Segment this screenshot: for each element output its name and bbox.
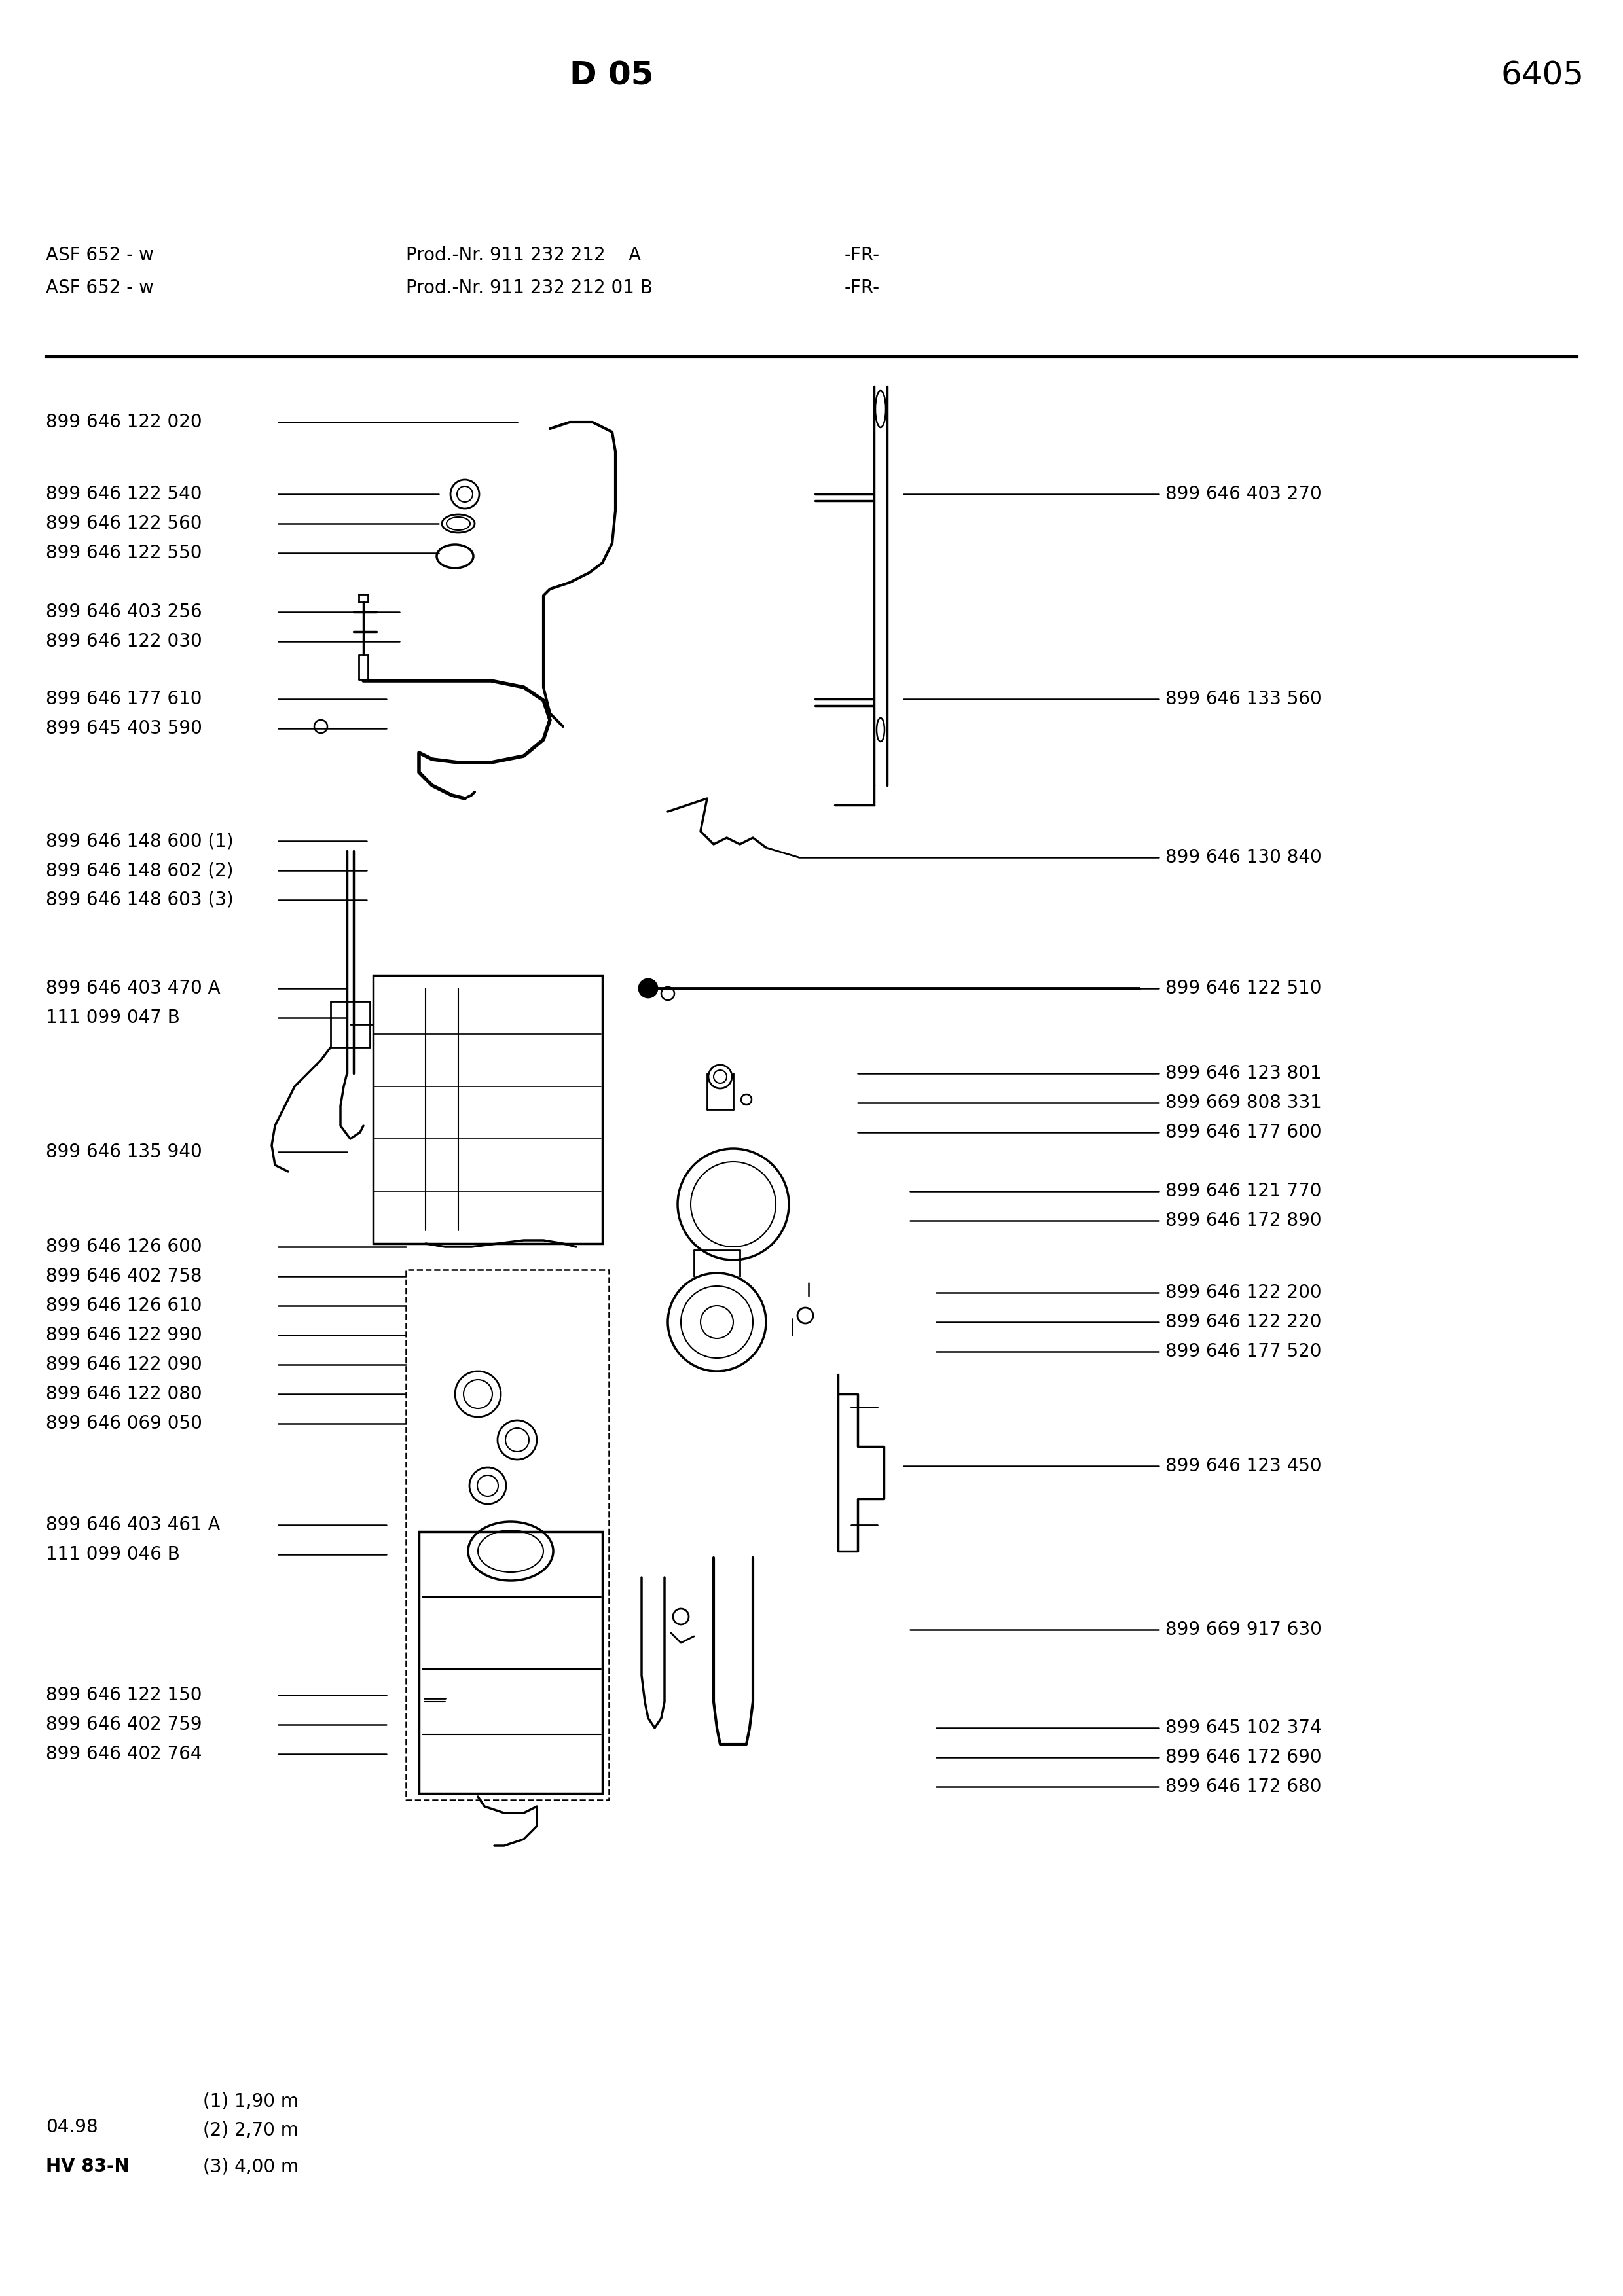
Text: (3) 4,00 m: (3) 4,00 m: [203, 2158, 299, 2177]
Text: Prod.-Nr. 911 232 212 01 B: Prod.-Nr. 911 232 212 01 B: [406, 278, 652, 296]
Text: 899 646 122 080: 899 646 122 080: [45, 1384, 201, 1403]
Text: 111 099 046 B: 111 099 046 B: [45, 1545, 180, 1564]
Text: 899 646 133 560: 899 646 133 560: [1165, 689, 1321, 707]
Text: 899 646 135 940: 899 646 135 940: [45, 1143, 203, 1162]
Text: 899 646 148 600 (1): 899 646 148 600 (1): [45, 831, 234, 850]
Text: 899 646 403 470 A: 899 646 403 470 A: [45, 978, 221, 996]
Text: 899 646 403 461 A: 899 646 403 461 A: [45, 1515, 221, 1534]
Text: 899 646 172 680: 899 646 172 680: [1165, 1777, 1321, 1795]
Text: 899 646 402 758: 899 646 402 758: [45, 1267, 201, 1286]
Text: 899 646 121 770: 899 646 121 770: [1165, 1182, 1321, 1201]
Text: ASF 652 - w: ASF 652 - w: [45, 246, 154, 264]
Text: 899 645 403 590: 899 645 403 590: [45, 719, 203, 737]
Text: 899 646 122 510: 899 646 122 510: [1165, 978, 1321, 996]
Text: 899 646 177 610: 899 646 177 610: [45, 689, 201, 707]
Text: (1) 1,90 m: (1) 1,90 m: [203, 2092, 299, 2110]
Text: 899 646 148 603 (3): 899 646 148 603 (3): [45, 891, 234, 909]
Text: 899 645 102 374: 899 645 102 374: [1165, 1720, 1321, 1738]
Text: 899 646 123 450: 899 646 123 450: [1165, 1458, 1321, 1476]
Text: 899 669 808 331: 899 669 808 331: [1165, 1093, 1321, 1111]
Text: Prod.-Nr. 911 232 212    A: Prod.-Nr. 911 232 212 A: [406, 246, 641, 264]
Text: 6405: 6405: [1501, 60, 1584, 92]
Text: 899 646 172 690: 899 646 172 690: [1165, 1747, 1321, 1766]
Text: 111 099 047 B: 111 099 047 B: [45, 1008, 180, 1026]
Text: 899 646 122 150: 899 646 122 150: [45, 1685, 201, 1704]
Text: 899 646 122 220: 899 646 122 220: [1165, 1313, 1321, 1332]
Text: 899 646 126 610: 899 646 126 610: [45, 1297, 201, 1316]
Bar: [331, 1001, 370, 1047]
Text: 899 646 177 520: 899 646 177 520: [1165, 1343, 1321, 1362]
Bar: [406, 1270, 609, 1800]
Text: 899 646 122 560: 899 646 122 560: [45, 514, 201, 533]
Text: 899 646 122 990: 899 646 122 990: [45, 1327, 203, 1345]
Text: 899 669 917 630: 899 669 917 630: [1165, 1621, 1321, 1639]
Text: 899 646 403 256: 899 646 403 256: [45, 604, 201, 622]
Text: 899 646 122 030: 899 646 122 030: [45, 631, 203, 650]
Text: 899 646 122 550: 899 646 122 550: [45, 544, 201, 563]
Text: 899 646 126 600: 899 646 126 600: [45, 1238, 201, 1256]
Text: -FR-: -FR-: [844, 246, 880, 264]
Text: 899 646 122 540: 899 646 122 540: [45, 484, 201, 503]
Text: 899 646 402 764: 899 646 402 764: [45, 1745, 201, 1763]
Text: 899 646 403 270: 899 646 403 270: [1165, 484, 1321, 503]
Text: 899 646 148 602 (2): 899 646 148 602 (2): [45, 861, 234, 879]
Text: (2) 2,70 m: (2) 2,70 m: [203, 2122, 299, 2140]
Text: 899 646 069 050: 899 646 069 050: [45, 1414, 203, 1433]
Text: -FR-: -FR-: [844, 278, 880, 296]
Text: 899 646 122 200: 899 646 122 200: [1165, 1283, 1321, 1302]
Text: 899 646 177 600: 899 646 177 600: [1165, 1123, 1321, 1141]
Text: 899 646 172 890: 899 646 172 890: [1165, 1212, 1321, 1231]
Text: D 05: D 05: [570, 60, 654, 92]
Text: 899 646 122 090: 899 646 122 090: [45, 1355, 203, 1373]
Bar: [419, 1531, 602, 1793]
Text: 04.98: 04.98: [45, 2117, 97, 2135]
Text: ASF 652 - w: ASF 652 - w: [45, 278, 154, 296]
Text: 899 646 130 840: 899 646 130 840: [1165, 847, 1321, 866]
Text: 899 646 402 759: 899 646 402 759: [45, 1715, 201, 1733]
Text: 899 646 122 020: 899 646 122 020: [45, 413, 201, 432]
Text: HV 83-N: HV 83-N: [45, 2158, 130, 2177]
Bar: [373, 976, 602, 1244]
Text: 899 646 123 801: 899 646 123 801: [1165, 1065, 1321, 1081]
Ellipse shape: [639, 978, 657, 996]
